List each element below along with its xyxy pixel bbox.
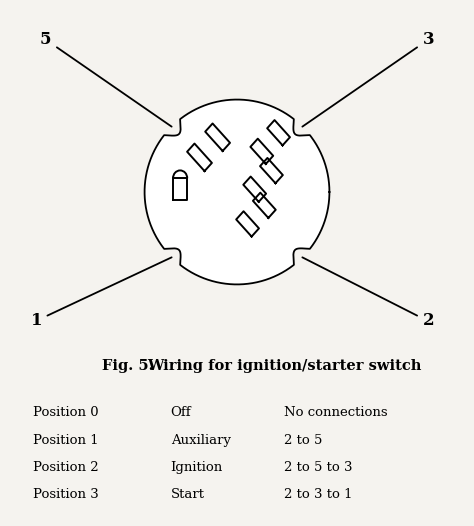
- Text: Off: Off: [171, 407, 191, 419]
- Text: 2 to 5 to 3: 2 to 5 to 3: [284, 461, 353, 474]
- Text: Position 0: Position 0: [33, 407, 99, 419]
- Polygon shape: [145, 99, 329, 285]
- Text: 2 to 3 to 1: 2 to 3 to 1: [284, 489, 353, 501]
- Text: Fig. 5.: Fig. 5.: [102, 359, 154, 372]
- Polygon shape: [243, 177, 266, 202]
- Text: 2: 2: [423, 312, 435, 329]
- Text: 3: 3: [423, 31, 435, 48]
- Text: No connections: No connections: [284, 407, 388, 419]
- Text: Ignition: Ignition: [171, 461, 223, 474]
- Text: Position 2: Position 2: [33, 461, 99, 474]
- Polygon shape: [260, 158, 283, 183]
- Polygon shape: [187, 144, 212, 171]
- Text: Wiring for ignition/starter switch: Wiring for ignition/starter switch: [147, 359, 421, 372]
- Polygon shape: [253, 193, 276, 218]
- Text: Position 1: Position 1: [33, 434, 99, 447]
- Text: Auxiliary: Auxiliary: [171, 434, 231, 447]
- Polygon shape: [173, 178, 187, 200]
- Text: 5: 5: [39, 31, 51, 48]
- Polygon shape: [236, 211, 259, 237]
- Text: 2 to 5: 2 to 5: [284, 434, 323, 447]
- Polygon shape: [205, 124, 230, 151]
- Text: 1: 1: [31, 312, 43, 329]
- Text: Start: Start: [171, 489, 205, 501]
- Text: Position 3: Position 3: [33, 489, 99, 501]
- Polygon shape: [267, 120, 290, 145]
- Polygon shape: [250, 139, 273, 164]
